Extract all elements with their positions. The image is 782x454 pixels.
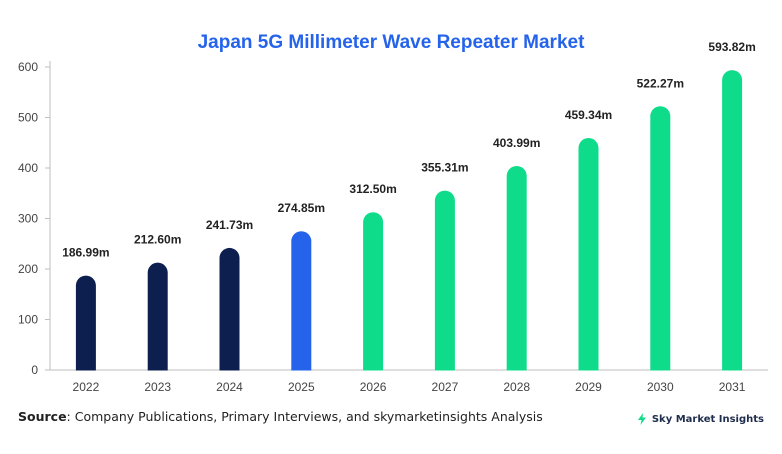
- x-tick-label: 2022: [73, 380, 100, 394]
- y-tick-label: 600: [18, 60, 38, 74]
- y-tick-label: 400: [18, 161, 38, 175]
- source-label: Source: [18, 409, 67, 424]
- x-tick-label: 2030: [647, 380, 674, 394]
- data-label: 241.73m: [206, 218, 253, 232]
- bar: [722, 70, 743, 380]
- y-axis-ticks: 0 100 200 300 400 500 600: [18, 60, 50, 377]
- bar: [434, 190, 455, 380]
- bar: [75, 275, 96, 380]
- data-label: 186.99m: [62, 246, 109, 260]
- data-label: 355.31m: [421, 161, 468, 175]
- bar: [219, 247, 240, 380]
- chart-bars: [51, 70, 769, 383]
- x-tick-label: 2027: [432, 380, 459, 394]
- data-label: 212.60m: [134, 233, 181, 247]
- x-tick-label: 2023: [144, 380, 171, 394]
- lightning-bolt-icon: [637, 413, 646, 425]
- chart-title: Japan 5G Millimeter Wave Repeater Market: [197, 32, 585, 53]
- data-label: 459.34m: [565, 108, 612, 122]
- data-label: 312.50m: [349, 182, 396, 196]
- x-tick-label: 2031: [719, 380, 746, 394]
- y-tick-label: 100: [18, 313, 38, 327]
- source-text: : Company Publications, Primary Intervie…: [66, 409, 543, 424]
- brand-name: Sky Market Insights: [651, 413, 764, 425]
- x-tick-label: 2028: [503, 380, 530, 394]
- bar: [147, 262, 168, 380]
- data-label: 593.82m: [708, 40, 755, 54]
- y-tick-label: 200: [18, 262, 38, 276]
- data-label: 403.99m: [493, 136, 540, 150]
- x-tick-label: 2025: [288, 380, 315, 394]
- bar: [363, 212, 384, 380]
- y-tick-label: 500: [18, 111, 38, 125]
- bar: [578, 138, 599, 380]
- y-tick-label: 300: [18, 212, 38, 226]
- x-axis-ticks: 2022 2023 2024 2025 2026 2027 2028 2029 2030 2031: [73, 380, 746, 394]
- data-labels: 186.99m 212.60m 241.73m 274.85m 312.50m 355.3…: [62, 40, 756, 259]
- x-tick-label: 2024: [216, 380, 243, 394]
- bar: [291, 231, 312, 380]
- x-tick-label: 2029: [575, 380, 602, 394]
- data-label: 522.27m: [637, 76, 684, 90]
- bar: [506, 165, 527, 380]
- brand-logo: Sky Market Insights: [636, 413, 764, 425]
- x-tick-label: 2026: [360, 380, 387, 394]
- y-tick-label: 0: [31, 363, 38, 377]
- source-note: Source: Company Publications, Primary In…: [18, 409, 543, 424]
- chart-axes: [49, 61, 768, 371]
- data-label: 274.85m: [278, 201, 325, 215]
- bar: [650, 106, 671, 380]
- bar-base-mask: [51, 370, 769, 383]
